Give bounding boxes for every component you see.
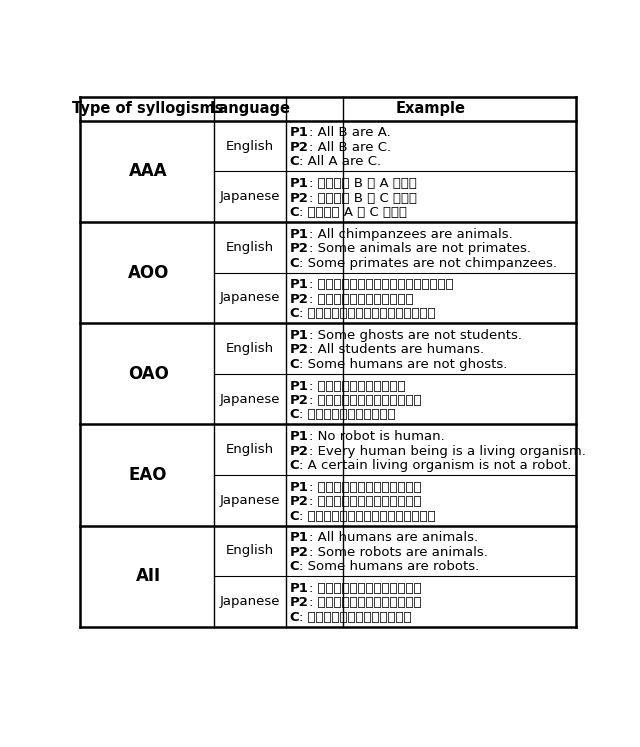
Text: : すべての人間は生物である。: : すべての人間は生物である。 — [308, 495, 421, 508]
Text: C: C — [290, 459, 300, 472]
Text: Japanese: Japanese — [220, 190, 280, 203]
Text: : すべての A は C である: : すべての A は C である — [300, 206, 408, 219]
Text: P2: P2 — [290, 344, 308, 356]
Text: : Some robots are animals.: : Some robots are animals. — [308, 546, 488, 559]
Text: : All B are C.: : All B are C. — [308, 141, 391, 154]
Text: : Some humans are robots.: : Some humans are robots. — [300, 560, 480, 573]
Text: : ある動物は霊長類でない。: : ある動物は霊長類でない。 — [308, 293, 413, 306]
Text: C: C — [290, 257, 300, 270]
Text: P1: P1 — [290, 228, 308, 241]
Text: : All chimpanzees are animals.: : All chimpanzees are animals. — [308, 228, 513, 241]
Text: : すべての生徒は人間である。: : すべての生徒は人間である。 — [308, 394, 421, 407]
Text: C: C — [290, 409, 300, 421]
Text: P1: P1 — [290, 379, 308, 392]
Text: : Some ghosts are not students.: : Some ghosts are not students. — [308, 329, 522, 342]
Text: Japanese: Japanese — [220, 291, 280, 304]
Text: Japanese: Japanese — [220, 595, 280, 608]
Text: English: English — [226, 241, 274, 254]
Text: Japanese: Japanese — [220, 494, 280, 506]
Text: P2: P2 — [290, 394, 308, 407]
Text: : すべての B は A である: : すべての B は A である — [308, 177, 417, 190]
Text: : All humans are animals.: : All humans are animals. — [308, 531, 478, 545]
Text: P2: P2 — [290, 242, 308, 255]
Text: P1: P1 — [290, 329, 308, 342]
Text: English: English — [226, 342, 274, 355]
Text: : ある霊長類はチンパンジーでない。: : ある霊長類はチンパンジーでない。 — [300, 307, 436, 320]
Text: P1: P1 — [290, 279, 308, 291]
Text: P1: P1 — [290, 531, 308, 545]
Text: English: English — [226, 443, 274, 456]
Text: OAO: OAO — [128, 365, 168, 382]
Text: : Some humans are not ghosts.: : Some humans are not ghosts. — [300, 358, 508, 371]
Text: P2: P2 — [290, 293, 308, 306]
Text: : No robot is human.: : No robot is human. — [308, 430, 444, 443]
Text: : All students are humans.: : All students are humans. — [308, 344, 484, 356]
Text: : どのロボットも人間でない。: : どのロボットも人間でない。 — [308, 481, 421, 494]
Text: : Every human being is a living organism.: : Every human being is a living organism… — [308, 444, 586, 458]
Text: EAO: EAO — [129, 466, 168, 484]
Text: : すべての B は C である: : すべての B は C である — [308, 191, 417, 205]
Text: P2: P2 — [290, 596, 308, 610]
Text: : ある人間は幽靈でない。: : ある人間は幽靈でない。 — [300, 409, 396, 421]
Text: : All B are A.: : All B are A. — [308, 126, 390, 140]
Text: : 生物のあるものはロボットでない。: : 生物のあるものはロボットでない。 — [300, 509, 436, 523]
Text: C: C — [290, 509, 300, 523]
Text: P2: P2 — [290, 191, 308, 205]
Text: : All A are C.: : All A are C. — [300, 155, 381, 168]
Text: C: C — [290, 560, 300, 573]
Text: P1: P1 — [290, 582, 308, 595]
Text: : ある幽靈は生徒でない。: : ある幽靈は生徒でない。 — [308, 379, 405, 392]
Text: C: C — [290, 611, 300, 624]
Text: : A certain living organism is not a robot.: : A certain living organism is not a rob… — [300, 459, 572, 472]
Text: AOO: AOO — [127, 264, 169, 282]
Text: Type of syllogisms: Type of syllogisms — [72, 101, 224, 116]
Text: : あるロボットは動物である。: : あるロボットは動物である。 — [308, 596, 421, 610]
Text: Language: Language — [209, 101, 291, 116]
Text: AII: AII — [136, 567, 161, 585]
Text: C: C — [290, 307, 300, 320]
Text: : Some primates are not chimpanzees.: : Some primates are not chimpanzees. — [300, 257, 557, 270]
Text: English: English — [226, 545, 274, 557]
Text: Example: Example — [396, 101, 466, 116]
Text: : すべてのチンパンジーは動物である。: : すべてのチンパンジーは動物である。 — [308, 279, 453, 291]
Text: P1: P1 — [290, 481, 308, 494]
Text: English: English — [226, 140, 274, 152]
Text: P2: P2 — [290, 141, 308, 154]
Text: C: C — [290, 358, 300, 371]
Text: : ある人間はロボットである。: : ある人間はロボットである。 — [300, 611, 412, 624]
Text: C: C — [290, 206, 300, 219]
Text: P2: P2 — [290, 546, 308, 559]
Text: AAA: AAA — [129, 162, 168, 180]
Text: : Some animals are not primates.: : Some animals are not primates. — [308, 242, 531, 255]
Text: P1: P1 — [290, 177, 308, 190]
Text: C: C — [290, 155, 300, 168]
Text: P2: P2 — [290, 444, 308, 458]
Text: P1: P1 — [290, 126, 308, 140]
Text: Japanese: Japanese — [220, 393, 280, 406]
Text: P1: P1 — [290, 430, 308, 443]
Text: P2: P2 — [290, 495, 308, 508]
Text: : すべての人間は動物である。: : すべての人間は動物である。 — [308, 582, 421, 595]
